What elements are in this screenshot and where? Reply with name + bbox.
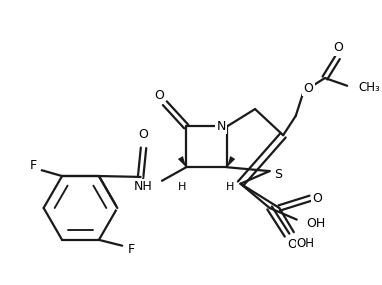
Text: F: F [127,243,134,256]
Text: OH: OH [306,217,326,230]
Text: O: O [154,89,164,102]
Polygon shape [178,156,186,167]
Text: O: O [287,238,297,251]
Polygon shape [227,156,235,167]
Text: H: H [178,182,186,192]
Text: F: F [29,159,37,172]
Text: O: O [333,41,343,54]
Text: O: O [312,192,322,205]
Text: O: O [139,128,149,141]
Text: O: O [303,82,313,95]
Text: H: H [226,182,234,192]
Text: CH₃: CH₃ [359,81,380,94]
Text: NH: NH [133,180,152,193]
Text: N: N [217,120,226,133]
Text: S: S [274,168,282,182]
Text: OH: OH [297,237,315,250]
